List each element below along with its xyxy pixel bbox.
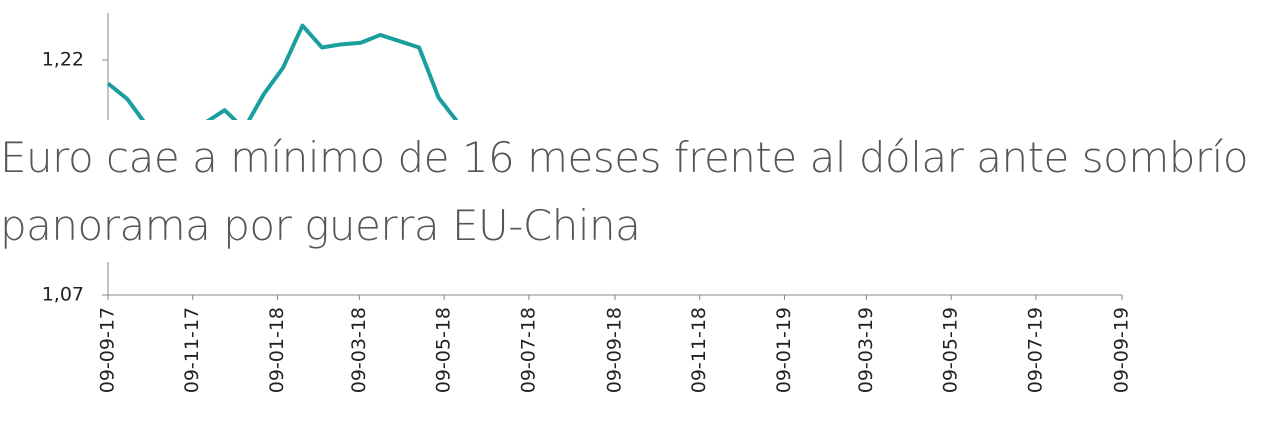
- x-tick-label: 09-03-19: [855, 307, 877, 393]
- headline: Euro cae a mínimo de 16 meses frente al …: [0, 133, 1249, 250]
- x-tick-label: 09-07-18: [517, 307, 539, 393]
- x-tick-label: 09-11-17: [181, 307, 203, 393]
- x-tick-label: 09-07-19: [1024, 307, 1046, 393]
- x-tick-label: 09-05-18: [433, 307, 455, 393]
- y-tick-label: 1,22: [42, 49, 84, 71]
- x-tick-label: 09-01-19: [773, 307, 795, 393]
- x-tick-label: 09-05-19: [940, 307, 962, 393]
- x-tick-label: 09-09-19: [1111, 307, 1133, 393]
- x-tick-label: 09-01-18: [266, 307, 288, 393]
- x-tick-label: 09-11-18: [688, 307, 710, 393]
- x-tick-label: 09-09-18: [604, 307, 626, 393]
- y-tick-label: 1,07: [42, 284, 84, 306]
- x-tick-label: 09-09-17: [97, 307, 119, 393]
- title-band: [0, 120, 1277, 262]
- x-tick-label: 09-03-18: [348, 307, 370, 393]
